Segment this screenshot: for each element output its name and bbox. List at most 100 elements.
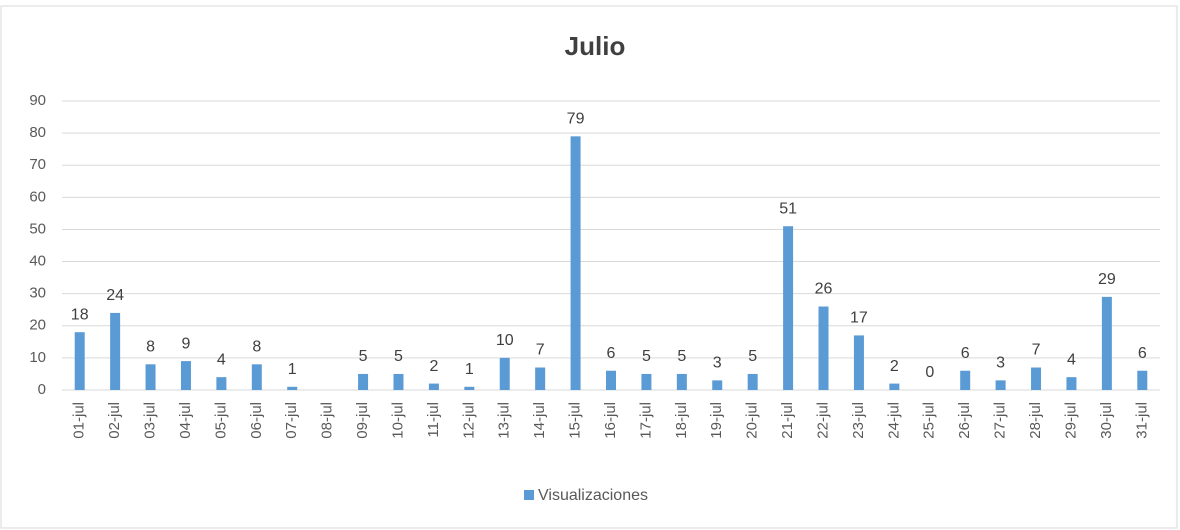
y-tick-label: 80 — [29, 124, 46, 141]
bar — [570, 136, 581, 390]
data-label: 4 — [1067, 351, 1076, 368]
x-tick-label: 18-jul — [673, 402, 690, 439]
data-label: 6 — [607, 345, 616, 362]
bar — [251, 364, 262, 390]
y-tick-label: 90 — [29, 92, 46, 109]
x-tick-label: 03-jul — [142, 402, 159, 439]
x-tick-label: 12-jul — [460, 402, 477, 439]
y-tick-label: 50 — [29, 220, 46, 237]
data-label: 5 — [677, 348, 686, 365]
x-tick-label: 15-jul — [567, 402, 584, 439]
data-label: 79 — [567, 111, 585, 128]
chart-frame — [0, 5, 1178, 529]
x-tick-label: 20-jul — [744, 402, 761, 439]
data-label: 3 — [713, 355, 722, 372]
bar — [995, 380, 1006, 390]
data-label: 8 — [252, 339, 261, 356]
bar — [287, 386, 298, 390]
bar — [1066, 377, 1077, 390]
x-tick-label: 11-jul — [425, 402, 442, 438]
x-tick-label: 02-jul — [106, 402, 123, 439]
chart-title: Julio — [565, 31, 626, 61]
data-label: 1 — [465, 361, 474, 378]
bar — [818, 306, 829, 390]
x-tick-label: 14-jul — [531, 402, 548, 439]
bar — [74, 332, 85, 390]
x-tick-label: 29-jul — [1062, 402, 1079, 439]
data-label: 2 — [429, 358, 438, 375]
bar — [145, 364, 156, 390]
bar — [180, 361, 191, 390]
x-tick-label: 23-jul — [850, 402, 867, 439]
y-tick-label: 30 — [29, 285, 46, 302]
bar — [1137, 370, 1148, 390]
bar — [535, 367, 546, 390]
x-tick-label: 21-jul — [779, 402, 796, 439]
data-label: 5 — [642, 348, 651, 365]
bar — [110, 312, 121, 390]
x-tick-label: 27-jul — [992, 402, 1009, 439]
x-tick-label: 07-jul — [283, 402, 300, 439]
data-label: 7 — [1032, 342, 1041, 359]
x-tick-label: 25-jul — [921, 402, 938, 439]
bar — [783, 226, 794, 390]
x-tick-label: 24-jul — [885, 402, 902, 439]
bar — [1101, 296, 1112, 390]
x-tick-label: 16-jul — [602, 402, 619, 439]
data-label: 18 — [71, 306, 89, 323]
bar — [853, 335, 864, 390]
x-tick-label: 09-jul — [354, 402, 371, 439]
legend-label: Visualizaciones — [538, 487, 648, 504]
bar — [1031, 367, 1042, 390]
bar — [606, 370, 616, 390]
x-tick-label: 26-jul — [956, 402, 973, 439]
x-tick-label: 31-jul — [1133, 402, 1150, 439]
bar — [499, 357, 510, 390]
bar — [358, 373, 369, 390]
data-label: 5 — [359, 348, 368, 365]
x-tick-label: 10-jul — [389, 402, 406, 439]
bar — [676, 373, 687, 390]
x-tick-label: 30-jul — [1098, 402, 1115, 439]
data-label: 7 — [536, 342, 545, 359]
x-tick-label: 01-jul — [71, 402, 88, 439]
data-label: 26 — [815, 281, 833, 298]
bar — [641, 373, 652, 390]
bar — [747, 373, 758, 390]
x-tick-label: 22-jul — [814, 402, 831, 439]
data-label: 24 — [106, 287, 124, 304]
y-tick-label: 40 — [29, 253, 46, 270]
x-tick-label: 04-jul — [177, 402, 194, 439]
x-tick-label: 05-jul — [212, 402, 229, 439]
y-tick-label: 20 — [29, 317, 46, 334]
bar — [960, 370, 971, 390]
data-label: 3 — [996, 355, 1005, 372]
data-label: 6 — [1138, 345, 1147, 362]
x-tick-label: 17-jul — [637, 402, 654, 439]
data-label: 9 — [182, 335, 191, 352]
data-label: 5 — [394, 348, 403, 365]
x-tick-label: 19-jul — [708, 402, 725, 439]
legend-swatch — [524, 490, 534, 500]
bar — [464, 386, 475, 390]
y-tick-label: 60 — [29, 188, 46, 205]
data-label: 51 — [779, 200, 797, 217]
y-tick-label: 10 — [29, 349, 46, 366]
y-tick-label: 70 — [29, 156, 46, 173]
data-label: 5 — [748, 348, 757, 365]
data-label: 1 — [288, 361, 297, 378]
x-tick-label: 28-jul — [1027, 402, 1044, 439]
y-tick-label: 0 — [38, 381, 46, 398]
bar — [889, 383, 900, 390]
bar — [393, 373, 404, 390]
data-label: 0 — [925, 364, 934, 381]
x-tick-label: 08-jul — [319, 402, 336, 439]
data-label: 6 — [961, 345, 970, 362]
data-label: 4 — [217, 351, 226, 368]
data-label: 17 — [850, 310, 868, 327]
data-label: 2 — [890, 358, 899, 375]
bar — [216, 377, 227, 390]
x-tick-label: 13-jul — [496, 402, 513, 439]
bar — [428, 383, 439, 390]
